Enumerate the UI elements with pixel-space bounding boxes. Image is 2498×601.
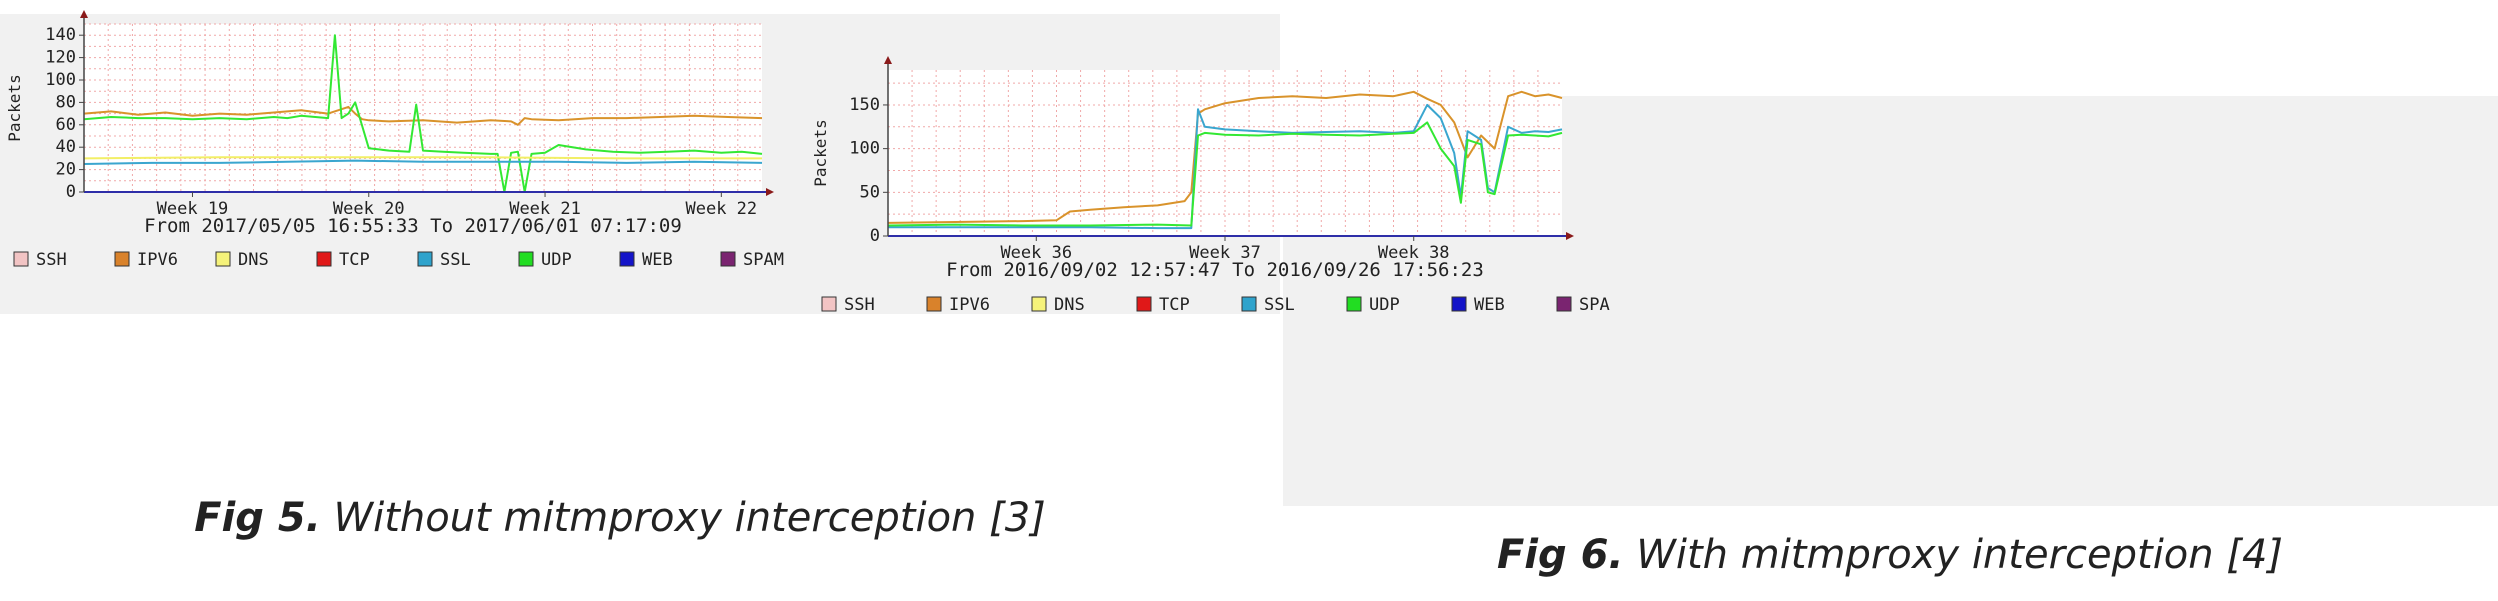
- chart2-series-ssl: [888, 103, 1563, 230]
- chart1-x-axis-arrow: [766, 188, 774, 196]
- chart1-series-ssl: [83, 159, 763, 165]
- chart1-y-tick-label: 100: [45, 70, 76, 90]
- chart1-y-axis-label: Packets: [5, 74, 24, 141]
- caption-fig6-text: With mitmproxy interception [4]: [1624, 532, 2283, 578]
- caption-fig5-label: Fig 5.: [194, 495, 321, 541]
- chart1-legend-swatch-web: [619, 251, 635, 267]
- chart1-legend-label-ssl: SSL: [440, 250, 471, 270]
- chart1-series-udp: [83, 34, 763, 193]
- chart2-plot-area: [888, 70, 1562, 236]
- chart2-legend-label-web: WEB: [1474, 295, 1505, 315]
- chart2-legend-swatch-dns: [1031, 296, 1047, 312]
- chart2-legend-swatch-tcp: [1136, 296, 1152, 312]
- chart2-date-range: From 2016/09/02 12:57:47 To 2016/09/26 1…: [946, 259, 1484, 281]
- chart2-legend-swatch-ipv6: [926, 296, 942, 312]
- chart2-legend-swatch-ssh: [821, 296, 837, 312]
- chart2: 0 50 100 150 Packets Week 36 Week 37 Week 38Fro…: [811, 56, 1610, 315]
- caption-fig5: Fig 5. Without mitmproxy interception [3…: [194, 495, 1046, 541]
- chart2-x-tick-label: Week 36: [1000, 243, 1072, 263]
- chart1-legend-label-udp: UDP: [541, 250, 572, 270]
- chart1-series-dns: [83, 156, 762, 160]
- chart2-legend-label-spa: SPA: [1579, 295, 1610, 315]
- chart1-y-tick-label: 60: [56, 115, 76, 135]
- chart1-x-tick-label: Week 19: [157, 199, 229, 219]
- chart1-legend-swatch-ssl: [417, 251, 433, 267]
- chart1-date-range: From 2017/05/05 16:55:33 To 2017/06/01 0…: [144, 215, 682, 237]
- chart2-y-axis-arrow: [884, 56, 892, 64]
- chart2-series-udp: [887, 121, 1563, 227]
- chart1-x-tick-label: Week 20: [333, 199, 405, 219]
- chart2-y-axis-label: Packets: [811, 119, 830, 186]
- chart1-legend-swatch-tcp: [316, 251, 332, 267]
- chart1-legend-swatch-ipv6: [114, 251, 130, 267]
- chart1-y-axis-arrow: [80, 10, 88, 18]
- chart1-legend-swatch-udp: [518, 251, 534, 267]
- chart1-legend-swatch-spam: [720, 251, 736, 267]
- chart2-series-ipv6: [887, 90, 1563, 224]
- chart1-y-tick-label: 80: [56, 92, 76, 112]
- chart1-legend-label-ssh: SSH: [36, 250, 67, 270]
- chart2-legend-label-ssl: SSL: [1264, 295, 1295, 315]
- chart2-legend-label-tcp: TCP: [1159, 295, 1190, 315]
- chart2-legend-swatch-web: [1451, 296, 1467, 312]
- chart2-x-axis-arrow: [1566, 232, 1574, 240]
- chart1-legend-label-dns: DNS: [238, 250, 269, 270]
- chart1-legend-swatch-ssh: [13, 251, 29, 267]
- chart1-legend-label-tcp: TCP: [339, 250, 370, 270]
- chart1-y-tick-label: 0: [66, 182, 76, 202]
- chart2-x-tick-label: Week 38: [1378, 243, 1450, 263]
- caption-fig6: Fig 6. With mitmproxy interception [4]: [1497, 532, 2283, 578]
- chart1-x-tick-label: Week 22: [685, 199, 757, 219]
- chart1-legend-label-web: WEB: [642, 250, 673, 270]
- caption-fig6-label: Fig 6.: [1497, 532, 1624, 578]
- chart2-y-tick-label: 100: [849, 139, 880, 159]
- chart2-y-tick-label: 50: [860, 182, 880, 202]
- chart2-legend-label-ssh: SSH: [844, 295, 875, 315]
- chart1-y-tick-label: 140: [45, 25, 76, 45]
- chart2-x-tick-label: Week 37: [1189, 243, 1261, 263]
- chart1-series-ipv6: [83, 105, 763, 126]
- chart1-y-tick-label: 40: [56, 137, 76, 157]
- caption-fig5-text: Without mitmproxy interception [3]: [321, 495, 1046, 541]
- chart2-y-tick-label: 0: [870, 226, 880, 246]
- chart1-y-tick-label: 20: [56, 160, 76, 180]
- chart2-legend-swatch-ssl: [1241, 296, 1257, 312]
- chart1-legend-swatch-dns: [215, 251, 231, 267]
- chart2-y-tick-label: 150: [849, 95, 880, 115]
- chart1-x-tick-label: Week 21: [509, 199, 581, 219]
- chart1-legend-label-spam: SPAM: [743, 250, 784, 270]
- chart2-legend-label-udp: UDP: [1369, 295, 1400, 315]
- chart2-legend-label-ipv6: IPV6: [949, 295, 990, 315]
- chart2-legend-swatch-spa: [1556, 296, 1572, 312]
- chart2-legend-label-dns: DNS: [1054, 295, 1085, 315]
- chart1-legend-label-ipv6: IPV6: [137, 250, 178, 270]
- chart1-y-tick-label: 120: [45, 48, 76, 68]
- chart2-legend-swatch-udp: [1346, 296, 1362, 312]
